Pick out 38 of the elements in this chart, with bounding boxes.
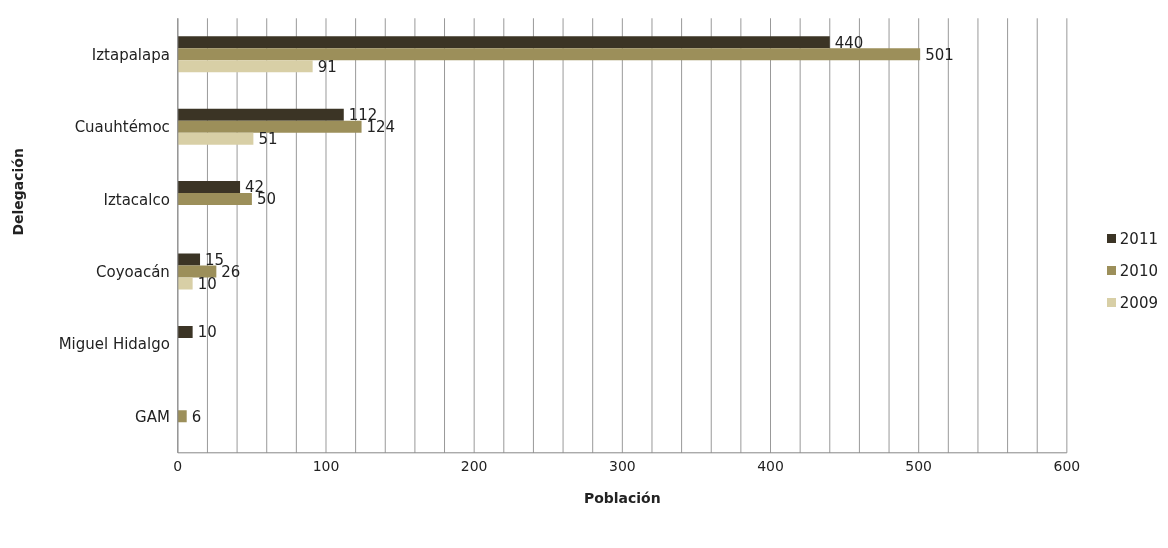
- x-tick-label: 400: [757, 457, 784, 474]
- y-tick-label: Iztapalapa: [91, 45, 170, 64]
- bar: [177, 108, 344, 121]
- legend-label: 2010: [1119, 261, 1158, 280]
- data-label: 91: [317, 57, 337, 76]
- y-tick-label: Miguel Hidalgo: [58, 335, 170, 354]
- bar: [177, 60, 313, 73]
- bar: [177, 325, 193, 338]
- bar: [177, 277, 193, 290]
- bar: [177, 265, 217, 278]
- bar: [177, 132, 254, 145]
- legend-label: 2011: [1119, 229, 1158, 248]
- data-label: 10: [197, 274, 217, 293]
- data-label: 440: [834, 33, 864, 52]
- x-tick-label: 100: [312, 457, 340, 474]
- y-tick-label: Iztacalco: [103, 190, 170, 209]
- y-tick-label: GAM: [135, 407, 170, 426]
- y-tick-label: Cuauhtémoc: [74, 118, 170, 137]
- x-tick-label: 600: [1053, 457, 1081, 474]
- x-axis-title: Población: [584, 489, 661, 506]
- y-tick-label: Coyoacán: [96, 263, 170, 282]
- y-axis-title: Delegación: [9, 148, 26, 236]
- x-tick-label: 300: [609, 457, 636, 474]
- bar: [177, 48, 921, 61]
- bar: [177, 193, 252, 206]
- bar: [177, 120, 362, 133]
- x-tick-label: 0: [173, 457, 183, 474]
- bar: [177, 181, 241, 194]
- bar: [177, 410, 187, 423]
- bar: [177, 253, 201, 266]
- data-label: 6: [191, 407, 202, 426]
- data-label: 51: [258, 129, 278, 148]
- data-label: 501: [925, 45, 954, 64]
- data-label: 10: [197, 323, 217, 342]
- x-tick-label: 200: [460, 457, 488, 474]
- bar: [177, 36, 830, 49]
- legend-label: 2009: [1119, 293, 1158, 312]
- x-tick-label: 500: [905, 457, 933, 474]
